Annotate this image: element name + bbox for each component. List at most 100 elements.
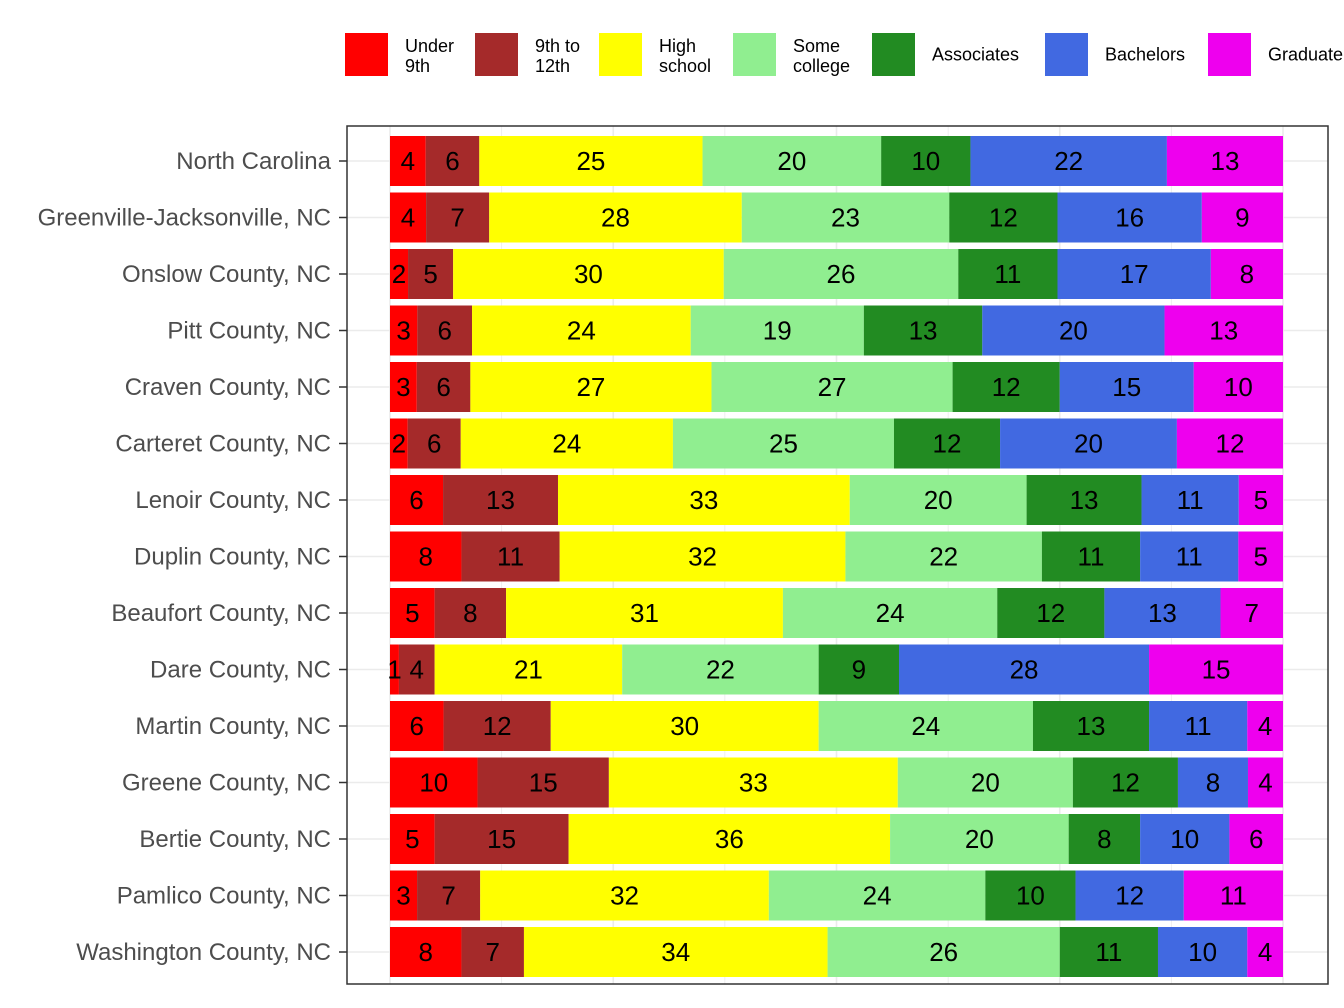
bar-segment [489, 192, 742, 243]
bars [390, 136, 1283, 977]
bar-value-label: 28 [1010, 655, 1039, 685]
bar-value-label: 8 [418, 542, 432, 572]
bar-value-label: 6 [410, 711, 424, 741]
bar-segment [390, 249, 409, 299]
bar-value-label: 9 [1235, 203, 1249, 233]
bar-segment [461, 927, 524, 977]
bar-value-label: 12 [1215, 429, 1244, 459]
bar-segment [1183, 870, 1283, 921]
bar-value-label: 6 [409, 485, 423, 515]
legend-key [1208, 33, 1251, 76]
bar-value-label: 4 [401, 146, 415, 176]
bar-value-label: 26 [929, 937, 958, 967]
category-label: Craven County, NC [125, 374, 331, 401]
bar-segment [408, 249, 454, 299]
bar-segment [1164, 305, 1283, 356]
bar-segment [1238, 531, 1283, 582]
legend: Under 9th 9th to 12th High school Some college A… [345, 33, 1343, 76]
bar-segment [690, 305, 864, 356]
category-label: Pitt County, NC [167, 318, 331, 345]
bar-segment [417, 870, 481, 921]
bar-segment [390, 418, 408, 469]
category-label: Carteret County, NC [115, 431, 331, 458]
bar-segment [1059, 362, 1194, 412]
bar-segment [1072, 757, 1178, 808]
legend-label: Bachelors [1105, 45, 1185, 65]
bar-segment [390, 870, 418, 921]
bar-value-label: 20 [1059, 316, 1088, 346]
bar-value-label: 6 [437, 316, 451, 346]
category-label: Dare County, NC [150, 657, 331, 684]
bar-value-label: 27 [576, 372, 605, 402]
bar-value-label: 13 [909, 316, 938, 346]
bar-value-label: 12 [483, 711, 512, 741]
bar-value-label: 9 [852, 655, 866, 685]
legend-key [1045, 33, 1088, 76]
bar-value-label: 30 [574, 259, 603, 289]
bar-value-label: 8 [1097, 824, 1111, 854]
bar-segment [434, 588, 507, 638]
bar-segment [827, 927, 1060, 977]
bar-segment [390, 927, 462, 977]
bar-segment [1068, 814, 1141, 864]
bar-segment [1149, 644, 1283, 695]
bar-segment [398, 644, 435, 695]
category-label: Onslow County, NC [122, 261, 331, 288]
bar-value-label: 12 [1036, 598, 1065, 628]
bar-segment [1247, 757, 1283, 808]
bar-segment [390, 136, 426, 186]
bar-segment [453, 249, 724, 299]
bar-segment [1220, 588, 1283, 638]
bar-value-label: 13 [1209, 316, 1238, 346]
legend-label: Graduate [1268, 45, 1343, 65]
bar-segment [417, 305, 473, 356]
bar-value-label: 11 [994, 259, 1021, 289]
legend-label: Associates [932, 45, 1019, 65]
bar-value-label: 26 [827, 259, 856, 289]
bar-value-label: 27 [818, 372, 847, 402]
bar-segment [1157, 927, 1248, 977]
bar-segment [1104, 588, 1221, 638]
bar-segment [1026, 475, 1142, 525]
bar-value-label: 12 [1115, 881, 1144, 911]
bar-segment [390, 701, 444, 751]
bar-segment [1141, 475, 1239, 525]
legend-key [475, 33, 518, 76]
bar-value-label: 10 [1016, 881, 1045, 911]
category-label: Beaufort County, NC [111, 600, 331, 627]
bar-segment [470, 362, 712, 412]
bar-value-label: 11 [1185, 711, 1212, 741]
bar-value-label: 5 [405, 598, 419, 628]
bar-value-label: 23 [831, 203, 860, 233]
bar-segment [863, 305, 983, 356]
bar-segment [970, 136, 1167, 186]
bar-value-label: 24 [911, 711, 940, 741]
bar-value-label: 24 [567, 316, 596, 346]
bar-value-label: 3 [396, 316, 410, 346]
bar-segment [985, 870, 1076, 921]
bar-segment [1238, 475, 1283, 525]
bar-segment [982, 305, 1165, 356]
bar-segment [1059, 927, 1158, 977]
bar-value-label: 13 [1148, 598, 1177, 628]
bar-segment [1247, 927, 1283, 977]
bar-value-label: 22 [929, 542, 958, 572]
bar-value-label: 8 [1240, 259, 1254, 289]
category-label: Bertie County, NC [139, 826, 331, 853]
bar-value-label: 4 [1258, 768, 1272, 798]
bar-segment [477, 757, 609, 808]
bar-value-label: 36 [715, 824, 744, 854]
bar-segment [390, 305, 418, 356]
bar-value-label: 8 [463, 598, 477, 628]
bar-segment [622, 644, 819, 695]
bar-value-label: 15 [487, 824, 516, 854]
category-axis: North Carolina Greenville-Jacksonville, N… [38, 148, 347, 966]
bar-segment [1149, 701, 1248, 751]
bar-value-label: 25 [576, 146, 605, 176]
category-label: Lenoir County, NC [135, 487, 331, 514]
bar-segment [407, 418, 461, 469]
bar-segment [1177, 757, 1248, 808]
bar-segment [608, 757, 898, 808]
bar-segment [952, 362, 1060, 412]
bar-value-label: 12 [992, 372, 1021, 402]
